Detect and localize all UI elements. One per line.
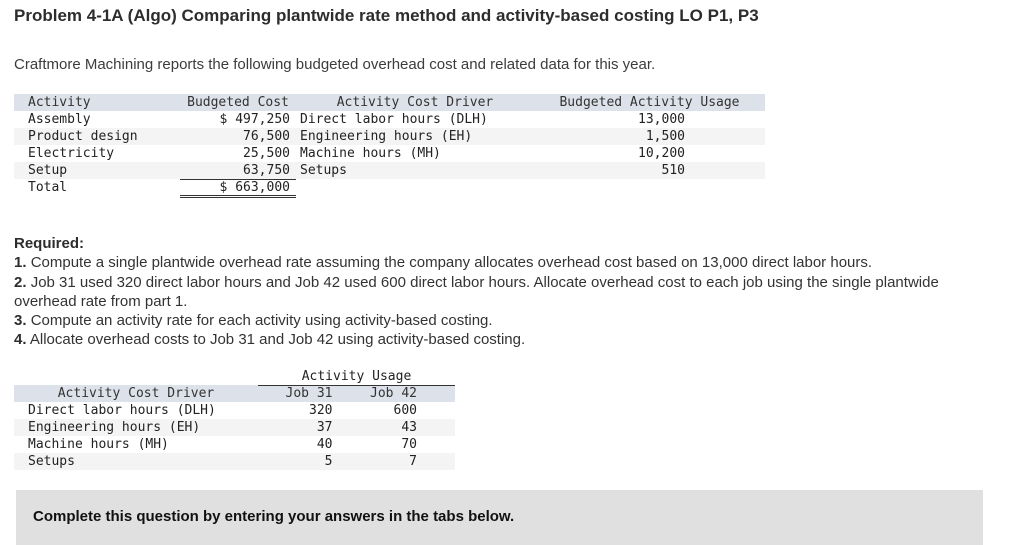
total-cost: $ 663,000 bbox=[180, 179, 296, 198]
driver-cell: Direct labor hours (DLH) bbox=[28, 403, 216, 418]
usage-cell: 10,200 bbox=[638, 146, 685, 161]
activity-cell: Electricity bbox=[28, 146, 115, 161]
instruction-banner: Complete this question by entering your … bbox=[16, 490, 983, 545]
cost-cell: $ 497,250 bbox=[219, 112, 290, 127]
driver-cell: Direct labor hours (DLH) bbox=[300, 112, 488, 127]
cost-cell: 63,750 bbox=[180, 162, 296, 180]
activity-cell: Setup bbox=[28, 163, 68, 178]
job31-cell: 37 bbox=[316, 420, 333, 435]
job42-cell: 7 bbox=[409, 454, 417, 469]
col-header-budgeted-activity-usage: Budgeted Activity Usage bbox=[534, 94, 765, 111]
job31-cell: 40 bbox=[316, 437, 333, 452]
driver-cell: Setups bbox=[28, 454, 75, 469]
table-row: Product design 76,500 Engineering hours … bbox=[14, 128, 765, 145]
col-header-budgeted-cost: Budgeted Cost bbox=[180, 94, 296, 111]
table-row: Assembly $ 497,250 Direct labor hours (D… bbox=[14, 111, 765, 128]
required-label: Required: bbox=[14, 235, 85, 252]
overhead-table-header-row: Activity Budgeted Cost Activity Cost Dri… bbox=[14, 94, 765, 111]
page-title: Problem 4-1A (Algo) Comparing plantwide … bbox=[14, 6, 759, 25]
required-item-3: 3. Compute an activity rate for each act… bbox=[14, 312, 493, 330]
table-row: Setup 63,750 Setups 510 bbox=[14, 162, 765, 180]
instruction-text: Complete this question by entering your … bbox=[33, 508, 515, 525]
table-row: Machine hours (MH) 40 70 bbox=[14, 436, 455, 453]
activity-cell: Assembly bbox=[28, 112, 91, 127]
job31-cell: 320 bbox=[309, 403, 333, 418]
job42-cell: 70 bbox=[401, 437, 417, 452]
table-row: Direct labor hours (DLH) 320 600 bbox=[14, 402, 455, 419]
table-row-total: Total $ 663,000 bbox=[14, 179, 765, 198]
table-row: Electricity 25,500 Machine hours (MH) 10… bbox=[14, 145, 765, 162]
required-section: Required: 1. Compute a single plantwide … bbox=[14, 234, 964, 350]
driver-cell: Machine hours (MH) bbox=[300, 146, 441, 161]
table-row: Engineering hours (EH) 37 43 bbox=[14, 419, 455, 436]
driver-cell: Machine hours (MH) bbox=[28, 437, 169, 452]
col-header-activity-cost-driver: Activity Cost Driver bbox=[14, 385, 258, 402]
col-header-activity-cost-driver: Activity Cost Driver bbox=[296, 94, 534, 111]
col-header-job-31: Job 31 bbox=[258, 385, 357, 402]
usage-table: Activity Usage Activity Cost Driver Job … bbox=[14, 368, 455, 470]
usage-cell: 1,500 bbox=[645, 129, 685, 144]
driver-cell: Setups bbox=[300, 163, 347, 178]
usage-cell: 13,000 bbox=[638, 112, 685, 127]
activity-cell: Product design bbox=[28, 129, 138, 144]
job42-cell: 43 bbox=[401, 420, 417, 435]
usage-group-header: Activity Usage bbox=[258, 368, 455, 386]
cost-cell: 25,500 bbox=[243, 146, 290, 161]
col-header-job-42: Job 42 bbox=[356, 385, 455, 402]
usage-table-header-row: Activity Cost Driver Job 31 Job 42 bbox=[14, 385, 455, 402]
driver-cell: Engineering hours (EH) bbox=[28, 420, 201, 435]
driver-cell: Engineering hours (EH) bbox=[300, 129, 473, 144]
required-item-1: 1. Compute a single plantwide overhead r… bbox=[14, 254, 873, 272]
usage-group-header-row: Activity Usage bbox=[14, 368, 455, 386]
job31-cell: 5 bbox=[324, 454, 333, 469]
overhead-table: Activity Budgeted Cost Activity Cost Dri… bbox=[14, 94, 765, 198]
total-label: Total bbox=[28, 180, 68, 195]
cost-cell: 76,500 bbox=[243, 129, 290, 144]
usage-cell: 510 bbox=[661, 163, 685, 178]
job42-cell: 600 bbox=[393, 403, 417, 418]
required-item-2: 2. Job 31 used 320 direct labor hours an… bbox=[14, 273, 939, 310]
required-item-4: 4. Allocate overhead costs to Job 31 and… bbox=[14, 331, 526, 349]
intro-text: Craftmore Machining reports the followin… bbox=[14, 56, 656, 73]
table-row: Setups 5 7 bbox=[14, 453, 455, 470]
col-header-activity: Activity bbox=[14, 94, 180, 111]
